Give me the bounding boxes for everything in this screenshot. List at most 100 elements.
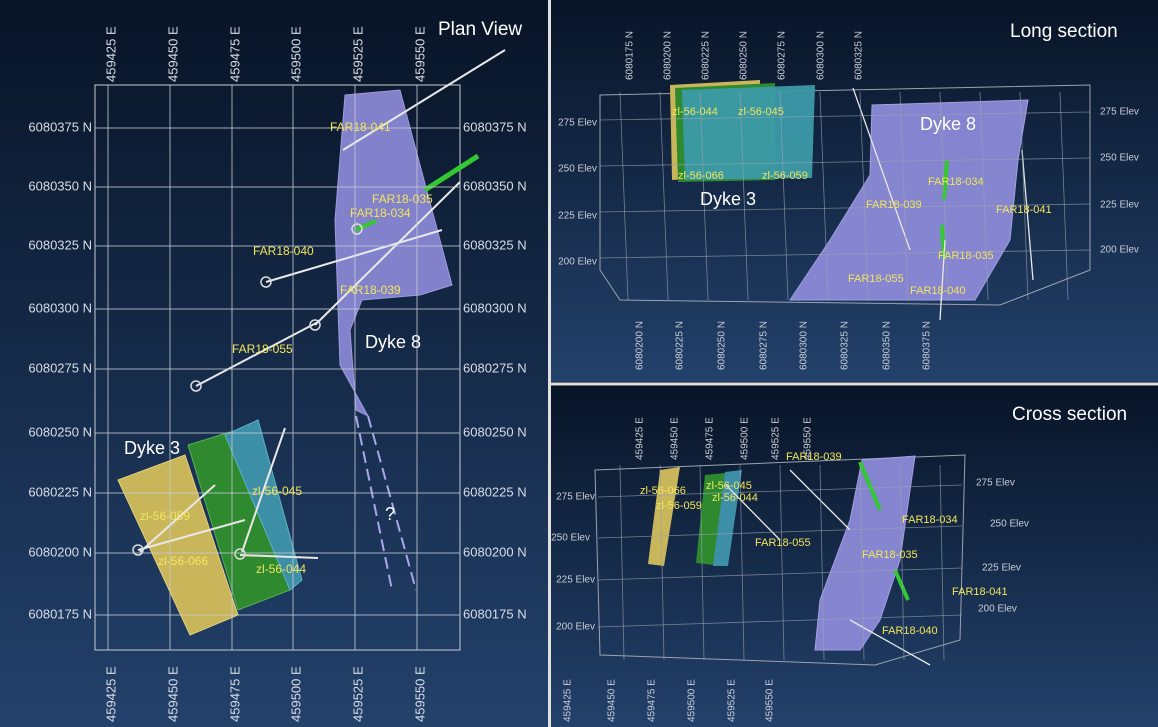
y-tick-label: 6080325 N (463, 237, 527, 252)
dyke3-teal (224, 419, 303, 591)
y-tick-label: 6080300 N (28, 300, 92, 315)
y-tick-label: 6080225 N (28, 484, 92, 499)
dyke-label: Dyke 3 (124, 438, 180, 458)
hole-label: FAR18-040 (882, 625, 938, 637)
hole-label: FAR18-039 (340, 283, 401, 297)
x-tick-label: 6080250 N (717, 321, 728, 370)
x-tick-label: 459550 E (765, 679, 776, 722)
x-tick-label: 459475 E (227, 26, 242, 82)
y-tick-label: 275 Elev (556, 492, 595, 503)
hole-label: zl-56-066 (158, 554, 208, 568)
unknown-marker: ? (385, 504, 395, 524)
cross-dyke8-shape (814, 455, 916, 651)
drill-intercept (423, 153, 480, 193)
x-tick-label: 6080375 N (922, 321, 933, 370)
x-tick-label: 459525 E (350, 666, 365, 722)
y-tick-label: 225 Elev (982, 563, 1021, 574)
x-tick-label: 6080225 N (701, 31, 712, 80)
hole-label: FAR18-039 (866, 199, 922, 211)
x-tick-label: 6080200 N (635, 321, 646, 370)
hole-label: FAR18-034 (928, 176, 984, 188)
hole-label: zl-56-044 (712, 492, 758, 504)
grid-line (699, 91, 709, 301)
hole-label: FAR18-041 (330, 120, 391, 134)
y-tick-label: 6080250 N (463, 424, 527, 439)
x-tick-label: 459425 E (563, 679, 574, 722)
grid-line (599, 203, 1091, 213)
long-panel (551, 0, 1158, 382)
y-tick-label: 6080275 N (463, 360, 527, 375)
grid-line (779, 464, 785, 661)
grid-line (939, 91, 949, 301)
x-tick-label: 459550 E (412, 26, 427, 82)
x-tick-label: 6080325 N (854, 31, 865, 80)
x-tick-label: 459425 E (103, 666, 118, 722)
long-box (599, 84, 1091, 306)
grid-line (739, 91, 749, 301)
hole-label: zl-56-059 (656, 500, 702, 512)
x-tick-label: 459425 E (103, 26, 118, 82)
hole-label: zl-56-045 (738, 106, 784, 118)
plan-frame (94, 84, 461, 651)
hole-label: FAR18-041 (996, 204, 1052, 216)
dyke-label: Dyke 3 (700, 189, 756, 209)
x-tick-label: 459475 E (647, 679, 658, 722)
x-tick-label: 459475 E (227, 666, 242, 722)
plan-panel (0, 0, 548, 727)
hole-label: zl-56-066 (640, 485, 686, 497)
grid-line (819, 464, 825, 661)
hole-label: FAR18-041 (952, 586, 1008, 598)
grid-line (899, 91, 909, 301)
x-tick-label: 6080275 N (759, 321, 770, 370)
y-tick-label: 250 Elev (990, 519, 1029, 530)
dyke-label: Dyke 8 (920, 114, 976, 134)
hole-label: FAR18-040 (910, 285, 966, 297)
cross-layout (594, 454, 966, 666)
hole-label: FAR18-035 (938, 250, 994, 262)
y-tick-label: 6080200 N (28, 544, 92, 559)
long-dyke8-shape (789, 99, 1029, 301)
hole-label: zl-56-066 (678, 170, 724, 182)
y-tick-label: 225 Elev (558, 211, 597, 222)
long-traces (852, 87, 1034, 321)
y-tick-label: 6080350 N (28, 178, 92, 193)
y-tick-label: 6080175 N (463, 606, 527, 621)
x-tick-label: 459550 E (803, 417, 814, 460)
hole-label: FAR18-055 (232, 342, 293, 356)
hole-label: FAR18-055 (755, 537, 811, 549)
cross-dyke3-green (696, 473, 725, 565)
grid-line (597, 614, 963, 628)
y-tick-label: 275 Elev (976, 478, 1015, 489)
cross-intercept (893, 569, 910, 601)
y-tick-label: 6080300 N (463, 300, 527, 315)
grid-line (597, 525, 963, 539)
panel-title: Plan View (438, 19, 522, 40)
y-tick-label: 6080275 N (28, 360, 92, 375)
grid-line (739, 464, 745, 661)
drill-traces (137, 49, 506, 559)
grid-line (939, 464, 945, 661)
x-tick-label: 459550 E (412, 666, 427, 722)
x-tick-label: 459525 E (350, 26, 365, 82)
hole-label: FAR18-035 (372, 192, 433, 206)
x-tick-label: 6080325 N (840, 321, 851, 370)
dyke8-extension (355, 415, 393, 591)
x-tick-label: 6080200 N (663, 31, 674, 80)
y-tick-label: 200 Elev (556, 622, 595, 633)
y-tick-label: 6080175 N (28, 606, 92, 621)
y-tick-label: 275 Elev (1100, 107, 1139, 118)
x-tick-label: 459450 E (165, 26, 180, 82)
y-tick-label: 250 Elev (1100, 153, 1139, 164)
hole-label: FAR18-034 (350, 206, 411, 220)
y-tick-label: 225 Elev (1100, 200, 1139, 211)
x-tick-label: 6080350 N (882, 321, 893, 370)
dyke8-extension (367, 415, 417, 591)
hole-label: zl-56-044 (672, 106, 718, 118)
grid-line (699, 464, 705, 661)
cross-dyke3-yellow (648, 467, 680, 566)
cross-intercept (858, 461, 882, 511)
hole-label: FAR18-055 (848, 273, 904, 285)
grid-line (659, 464, 665, 661)
x-tick-label: 459450 E (607, 679, 618, 722)
